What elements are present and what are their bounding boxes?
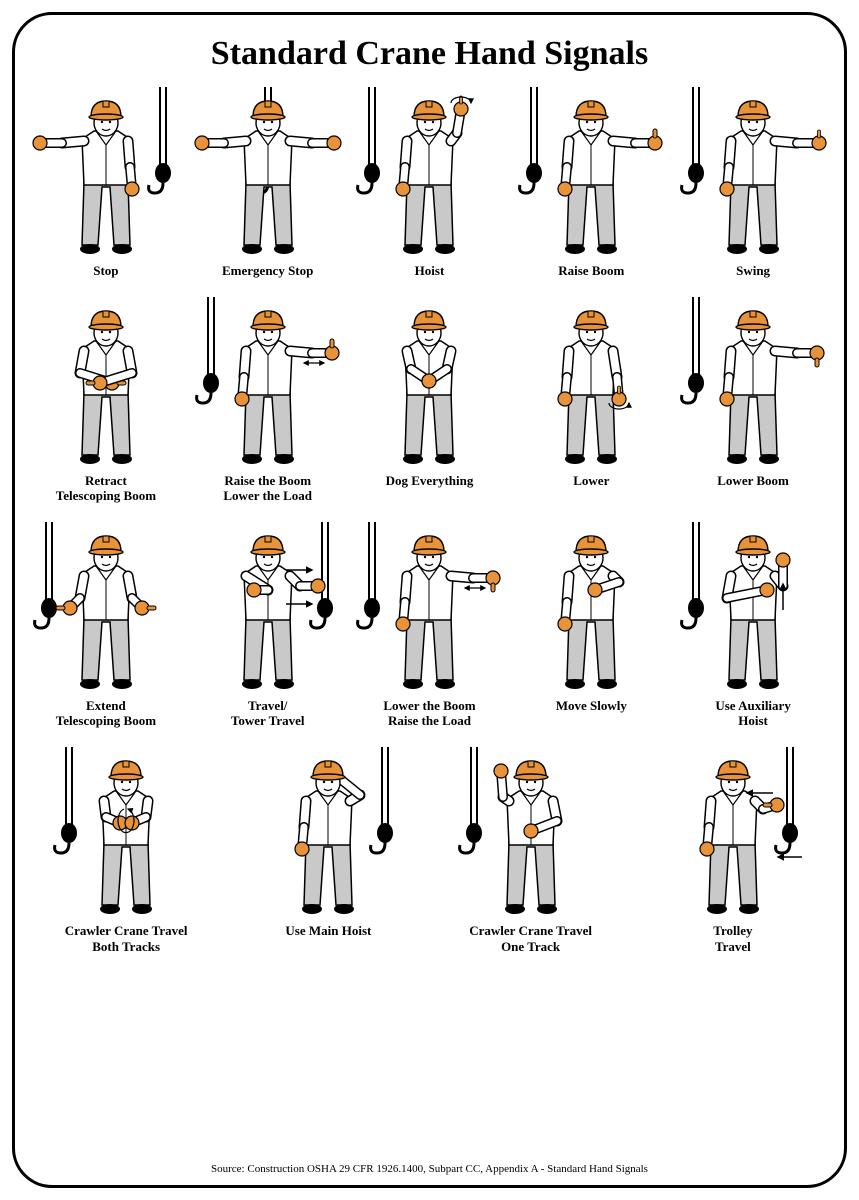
- signal-cell: Raise Boom: [514, 87, 668, 279]
- signal-label: Travel/ Tower Travel: [231, 698, 305, 729]
- signal-illustration: [678, 87, 828, 257]
- signal-cell: Hoist: [353, 87, 507, 279]
- signal-illustration: [253, 747, 403, 917]
- signal-illustration: [658, 747, 808, 917]
- signal-cell: Extend Telescoping Boom: [29, 522, 183, 729]
- signal-label: Raise the Boom Lower the Load: [223, 473, 312, 504]
- signal-row: Retract Telescoping Boom Raise the Boom …: [29, 297, 830, 504]
- signal-cell: Emergency Stop: [191, 87, 345, 279]
- signal-cell: Dog Everything: [353, 297, 507, 504]
- signal-label: Crawler Crane Travel Both Tracks: [65, 923, 188, 954]
- poster-title: Standard Crane Hand Signals: [29, 35, 830, 73]
- signal-grid: Stop Emergency Stop Hoist Raise Boom Swi…: [29, 87, 830, 1155]
- signal-label: Retract Telescoping Boom: [56, 473, 156, 504]
- signal-row: Crawler Crane Travel Both Tracks Use Mai…: [29, 747, 830, 954]
- signal-cell: Crawler Crane Travel One Track: [434, 747, 628, 954]
- signal-cell: Use Auxiliary Hoist: [676, 522, 830, 729]
- signal-illustration: [516, 522, 666, 692]
- signal-label: Use Main Hoist: [285, 923, 371, 939]
- signal-illustration: [354, 297, 504, 467]
- signal-label: Lower Boom: [717, 473, 789, 489]
- signal-label: Raise Boom: [558, 263, 624, 279]
- source-citation: Source: Construction OSHA 29 CFR 1926.14…: [29, 1163, 830, 1175]
- signal-illustration: [354, 87, 504, 257]
- signal-illustration: [51, 747, 201, 917]
- signal-cell: Swing: [676, 87, 830, 279]
- signal-label: Stop: [93, 263, 118, 279]
- signal-illustration: [193, 87, 343, 257]
- signal-row: Extend Telescoping Boom Travel/ Tower Tr…: [29, 522, 830, 729]
- signal-illustration: [678, 522, 828, 692]
- signal-label: Hoist: [415, 263, 445, 279]
- signal-label: Dog Everything: [386, 473, 474, 489]
- signal-illustration: [516, 87, 666, 257]
- signal-label: Extend Telescoping Boom: [56, 698, 156, 729]
- signal-cell: Lower the Boom Raise the Load: [353, 522, 507, 729]
- signal-label: Lower the Boom Raise the Load: [383, 698, 475, 729]
- signal-illustration: [516, 297, 666, 467]
- signal-illustration: [678, 297, 828, 467]
- signal-label: Lower: [573, 473, 609, 489]
- signal-cell: Lower Boom: [676, 297, 830, 504]
- signal-label: Crawler Crane Travel One Track: [469, 923, 592, 954]
- signal-cell: Stop: [29, 87, 183, 279]
- signal-illustration: [31, 87, 181, 257]
- signal-cell: Trolley Travel: [636, 747, 830, 954]
- signal-label: Emergency Stop: [222, 263, 313, 279]
- signal-cell: Crawler Crane Travel Both Tracks: [29, 747, 223, 954]
- poster-frame: Standard Crane Hand Signals Stop Emergen…: [12, 12, 847, 1188]
- signal-label: Swing: [736, 263, 770, 279]
- signal-row: Stop Emergency Stop Hoist Raise Boom Swi…: [29, 87, 830, 279]
- signal-illustration: [193, 522, 343, 692]
- signal-cell: Raise the Boom Lower the Load: [191, 297, 345, 504]
- signal-label: Use Auxiliary Hoist: [715, 698, 790, 729]
- signal-illustration: [31, 297, 181, 467]
- signal-illustration: [31, 522, 181, 692]
- signal-cell: Move Slowly: [514, 522, 668, 729]
- signal-illustration: [456, 747, 606, 917]
- signal-illustration: [354, 522, 504, 692]
- signal-illustration: [193, 297, 343, 467]
- signal-label: Move Slowly: [556, 698, 627, 714]
- signal-label: Trolley Travel: [713, 923, 752, 954]
- signal-cell: Lower: [514, 297, 668, 504]
- signal-cell: Travel/ Tower Travel: [191, 522, 345, 729]
- signal-cell: Use Main Hoist: [231, 747, 425, 954]
- signal-cell: Retract Telescoping Boom: [29, 297, 183, 504]
